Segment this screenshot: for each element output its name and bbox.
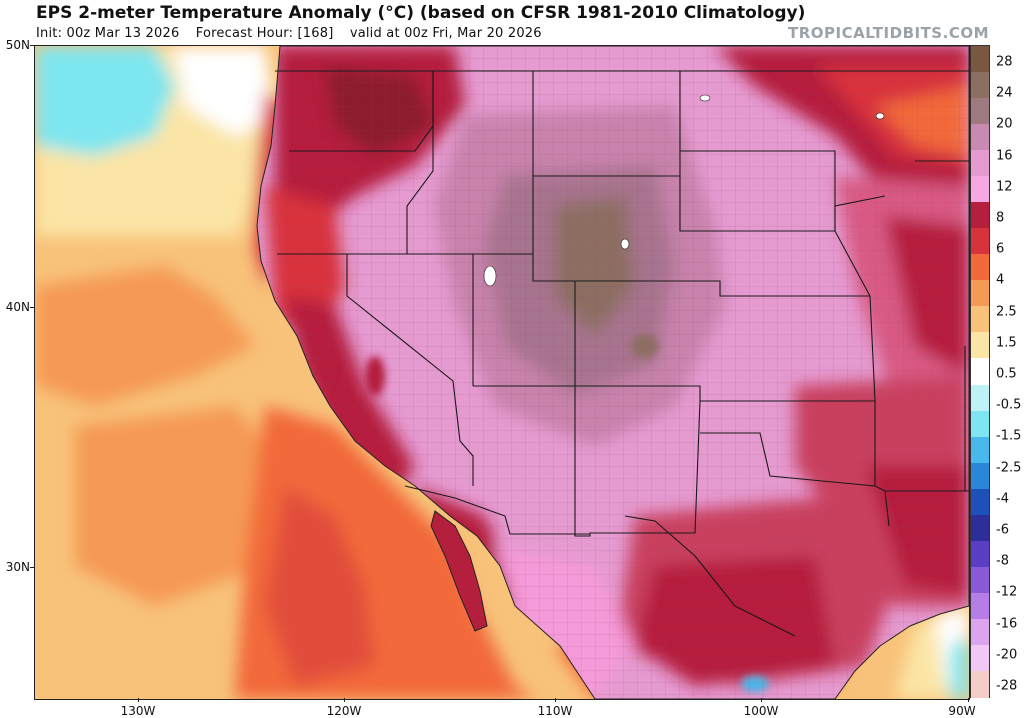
color-swatch [971,150,989,178]
color-scale-label: 6 [996,241,1005,257]
lon-tick-110w [555,698,556,702]
color-scale-label: -16 [996,616,1018,632]
color-scale-label: -28 [996,678,1018,694]
color-scale-label: -6 [996,522,1009,538]
lon-tick-90w [968,698,969,702]
color-swatch [971,228,989,256]
color-scale-label: 1.5 [996,335,1017,351]
color-swatch [971,592,989,620]
color-swatch [971,410,989,438]
color-swatch [971,46,989,73]
state-borders [275,70,969,637]
color-scale-label: 28 [996,54,1013,70]
color-scale-label: -2.5 [996,460,1022,476]
color-swatch [971,72,989,100]
color-swatch [971,436,989,464]
color-swatch [971,488,989,516]
color-scale-label: 20 [996,116,1013,132]
color-swatch [971,254,989,282]
color-swatch [971,670,989,698]
baja-peninsula [430,510,488,632]
color-swatch [971,462,989,490]
color-scale-label: 12 [996,179,1013,195]
lon-label-100w: 100W [743,704,779,718]
color-swatch [971,176,989,204]
forecast-hour: Forecast Hour: [168] [195,26,334,41]
color-scale-label: 2.5 [996,304,1017,320]
color-scale-bar [970,45,990,698]
lon-tick-100w [761,698,762,702]
color-swatch [971,566,989,594]
lat-tick-50n [30,45,34,46]
color-scale-label: 0.5 [996,366,1017,382]
color-scale-label: -1.5 [996,428,1022,444]
valid-time: valid at 00z Fri, Mar 20 2026 [349,26,542,41]
lon-label-90w: 90W [948,704,976,718]
init-time: Init: 00z Mar 13 2026 [36,26,180,41]
temperature-anomaly-map [34,45,970,700]
color-scale-label: -0.5 [996,397,1022,413]
watermark: TROPICALTIDBITS.COM [788,24,989,42]
color-scale-label: -20 [996,647,1018,663]
forecast-info: Init: 00z Mar 13 2026 Forecast Hour: [16… [36,26,554,41]
chart-title: EPS 2-meter Temperature Anomaly (°C) (ba… [36,3,806,23]
lon-label-110w: 110W [537,704,573,718]
lat-label-50n: 50N [5,38,30,52]
lon-tick-130w [138,698,139,702]
color-swatch [971,540,989,568]
color-swatch [971,306,989,334]
map-canvas [35,46,969,699]
lat-tick-30n [30,567,34,568]
color-scale-label: 8 [996,210,1005,226]
lon-label-120w: 120W [326,704,362,718]
color-scale-label: 24 [996,85,1013,101]
color-swatch [971,644,989,672]
color-swatch [971,618,989,646]
color-swatch [971,514,989,542]
color-swatch [971,202,989,230]
lon-label-130w: 130W [120,704,156,718]
color-scale-label: -8 [996,553,1009,569]
color-scale-label: 16 [996,148,1013,164]
lat-tick-40n [30,307,34,308]
lat-label-40n: 40N [5,300,30,314]
color-swatch [971,124,989,152]
color-scale-label: -4 [996,491,1009,507]
color-swatch [971,98,989,126]
color-swatch [971,280,989,308]
lon-tick-120w [344,698,345,702]
color-swatch [971,332,989,360]
color-scale-label: 4 [996,272,1005,288]
lat-label-30n: 30N [5,560,30,574]
color-swatch [971,358,989,386]
color-swatch [971,384,989,412]
color-scale-label: -12 [996,584,1018,600]
